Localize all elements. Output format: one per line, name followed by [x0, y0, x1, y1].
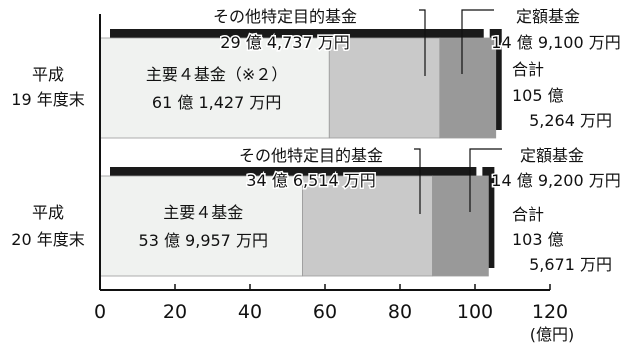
bar-0-main-fund-value: 61 億 1,427 万円	[152, 93, 281, 112]
x-tick-label-1: 20	[163, 301, 187, 323]
bar-1-fixed-fund-leader	[469, 148, 502, 212]
bar-1-other-fund-value: 34 億 6,514 万円	[246, 171, 375, 190]
bar-1-segment-1	[302, 175, 433, 277]
x-tick-label-2: 40	[238, 301, 262, 323]
bar-1-main-fund-value: 53 億 9,957 万円	[139, 231, 268, 250]
bar-0-fixed-fund-label: 定額基金	[516, 7, 580, 26]
bar-1-segment-2	[432, 175, 489, 277]
x-tick-label-6: 120	[532, 301, 568, 323]
bar-0-fixed-fund-value: 14 億 9,100 万円	[491, 33, 620, 52]
bar-0-segment-1	[328, 37, 441, 139]
bar-0-category-label-line2: 19 年度末	[11, 90, 84, 109]
x-tick-label-3: 60	[313, 301, 337, 323]
bar-1-total-value-line1: 103 億	[512, 230, 564, 249]
bar-1-fixed-fund-label: 定額基金	[520, 146, 584, 165]
bar-0-main-fund-label: 主要４基金（※２）	[146, 65, 287, 84]
bar-0-total-value-line1: 105 億	[512, 86, 564, 105]
x-tick-label-0: 0	[94, 301, 106, 323]
bar-1-main-fund-label: 主要４基金	[163, 203, 243, 222]
bar-0-segment-2	[439, 37, 497, 139]
bar-1-category-label-line1: 平成	[32, 203, 64, 222]
x-tick-label-4: 80	[388, 301, 412, 323]
bar-1-category-label-line2: 20 年度末	[11, 230, 84, 249]
bar-0-category-label-line1: 平成	[32, 65, 64, 84]
bar-1-fixed-fund-value: 14 億 9,200 万円	[491, 171, 620, 190]
bar-0-other-fund-leader	[419, 9, 426, 76]
bar-0-total-label: 合計	[512, 60, 544, 79]
bar-0-segment-0	[99, 37, 330, 139]
bar-0-other-fund-label: その他特定目的基金	[213, 7, 357, 26]
bar-1-other-fund-label: その他特定目的基金	[239, 146, 383, 165]
bar-1-total-value-line2: 5,671 万円	[529, 255, 612, 274]
bar-1-other-fund-leader	[414, 148, 421, 214]
bar-0-total-value-line2: 5,264 万円	[529, 111, 612, 130]
bar-1-total-label: 合計	[512, 205, 544, 224]
bar-1-segment-0	[99, 175, 303, 277]
x-axis-unit-label: (億円)	[530, 325, 575, 344]
bar-0-other-fund-value: 29 億 4,737 万円	[220, 33, 349, 52]
x-tick-label-5: 100	[457, 301, 493, 323]
bar-0-fixed-fund-leader	[461, 9, 494, 74]
